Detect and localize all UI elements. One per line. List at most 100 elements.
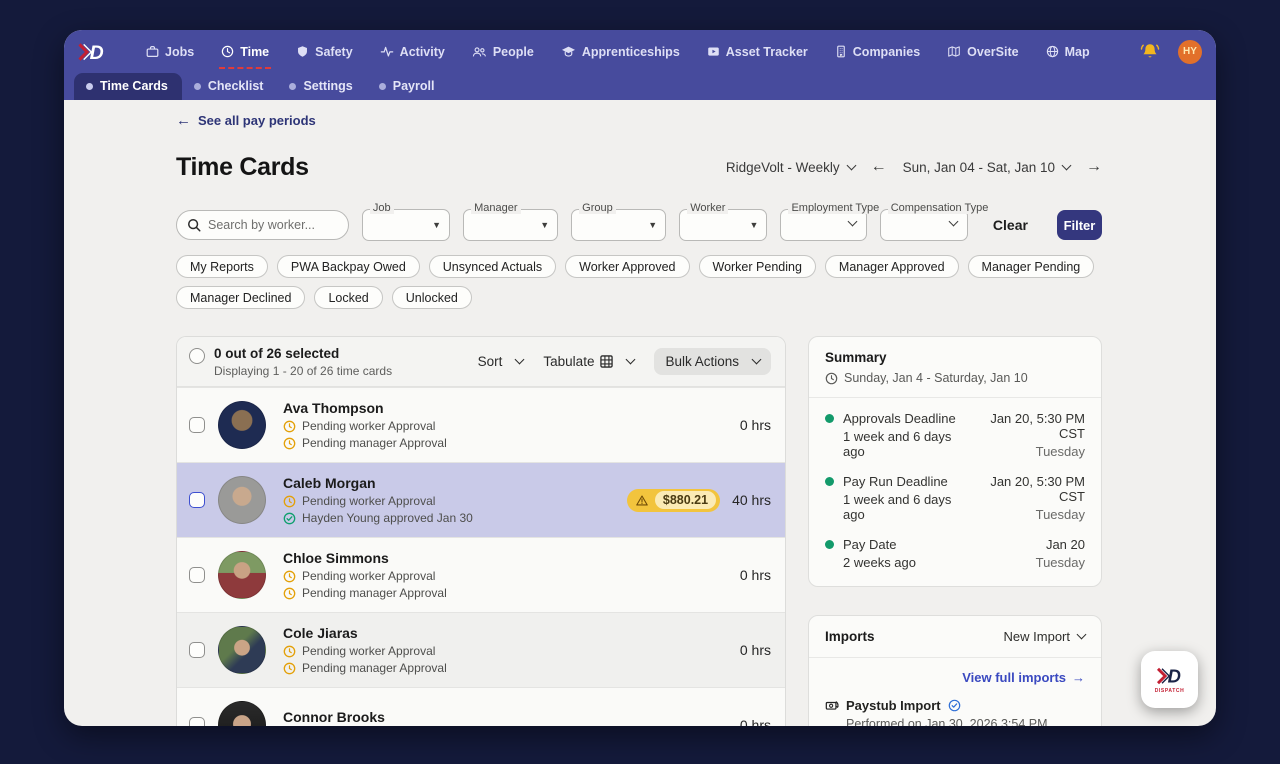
nav-item-apprenticeships[interactable]: Apprenticeships xyxy=(561,41,680,63)
chip-manager-declined[interactable]: Manager Declined xyxy=(176,286,306,309)
search-input[interactable] xyxy=(208,218,333,232)
sort-button[interactable]: Sort xyxy=(478,354,525,369)
dispatch-logo-icon: D xyxy=(1156,665,1180,686)
clock-icon xyxy=(221,45,234,58)
chip-manager-pending[interactable]: Manager Pending xyxy=(967,255,1095,278)
pay-amount-badge[interactable]: $880.21 xyxy=(626,488,721,512)
nav-label: Safety xyxy=(315,44,353,59)
next-period-button[interactable]: → xyxy=(1086,158,1102,175)
hours-value: 0 hrs xyxy=(739,717,771,726)
date-range-selector[interactable]: Sun, Jan 04 - Sat, Jan 10 xyxy=(903,160,1072,175)
dropdown-label: Employment Type xyxy=(788,202,883,214)
nav-item-time[interactable]: Time xyxy=(219,41,272,69)
chip-locked[interactable]: Locked xyxy=(314,286,383,309)
nav-label: People xyxy=(492,44,534,59)
row-checkbox[interactable] xyxy=(189,717,205,726)
user-avatar[interactable]: HY xyxy=(1178,39,1202,64)
nav-item-activity[interactable]: Activity xyxy=(380,41,445,63)
previous-period-button[interactable]: ← xyxy=(870,158,887,175)
dispatch-floating-button[interactable]: D DISPATCH xyxy=(1141,651,1198,708)
manager-status: Hayden Young approved Jan 30 xyxy=(283,511,473,525)
subtab-settings[interactable]: Settings xyxy=(277,73,366,100)
compensation-type-filter-dropdown[interactable]: Compensation Type xyxy=(879,202,992,241)
org-schedule-selector[interactable]: RidgeVolt - Weekly xyxy=(726,160,857,175)
warning-triangle-icon xyxy=(636,494,648,506)
page-title: Time Cards xyxy=(176,152,309,181)
chevron-down-icon xyxy=(514,354,525,365)
nav-label: Apprenticeships xyxy=(581,44,680,59)
svg-text:D: D xyxy=(90,41,104,62)
chip-worker-approved[interactable]: Worker Approved xyxy=(565,255,690,278)
chip-manager-approved[interactable]: Manager Approved xyxy=(824,255,959,278)
new-import-button[interactable]: New Import xyxy=(1004,629,1087,644)
chip-worker-pending[interactable]: Worker Pending xyxy=(698,255,816,278)
time-card-row[interactable]: Connor Brooks Pending worker Approval 0 … xyxy=(177,687,785,726)
nav-item-jobs[interactable]: Jobs xyxy=(146,41,194,63)
period-controls: RidgeVolt - Weekly ← Sun, Jan 04 - Sat, … xyxy=(726,159,1102,175)
pending-clock-icon xyxy=(283,662,296,674)
nav-item-oversite[interactable]: OverSite xyxy=(947,41,1019,63)
hours-value: 0 hrs xyxy=(739,567,771,583)
paystub-money-icon xyxy=(825,700,839,710)
employment-type-filter-dropdown[interactable]: Employment Type xyxy=(780,202,883,241)
apply-filter-button[interactable]: Filter xyxy=(1056,210,1102,240)
nav-item-map[interactable]: Map xyxy=(1046,41,1090,63)
table-grid-icon xyxy=(600,355,614,368)
pending-clock-icon xyxy=(283,495,296,507)
imports-title: Imports xyxy=(825,629,875,644)
sub-navigation: Time Cards Checklist Settings Payroll xyxy=(64,73,1216,100)
notification-bell-icon[interactable] xyxy=(1140,42,1160,62)
row-checkbox[interactable] xyxy=(189,492,205,508)
dropdown-label: Manager xyxy=(471,202,521,214)
clear-filters-button[interactable]: Clear xyxy=(992,217,1028,233)
dropdown-label: Compensation Type xyxy=(887,202,992,214)
subtab-time-cards[interactable]: Time Cards xyxy=(74,73,182,100)
people-icon xyxy=(472,47,486,57)
manager-filter-dropdown[interactable]: Manager ▼ xyxy=(463,202,559,241)
chip-pwa-backpay-owed[interactable]: PWA Backpay Owed xyxy=(276,255,420,278)
chevron-down-icon xyxy=(626,354,636,365)
nav-item-people[interactable]: People xyxy=(472,41,534,63)
view-full-imports-link[interactable]: View full imports → xyxy=(962,670,1085,685)
dispatch-wordmark: DISPATCH xyxy=(1154,688,1185,694)
nav-item-asset-tracker[interactable]: Asset Tracker xyxy=(707,41,808,63)
page-content: ← See all pay periods Time Cards RidgeVo… xyxy=(64,100,1216,726)
pending-clock-icon xyxy=(283,587,296,599)
worker-filter-dropdown[interactable]: Worker ▼ xyxy=(679,202,768,241)
back-arrow-icon: ← xyxy=(176,112,191,129)
subtab-checklist[interactable]: Checklist xyxy=(182,73,278,100)
nav-item-safety[interactable]: Safety xyxy=(296,41,353,63)
time-card-row[interactable]: Chloe Simmons Pending worker Approval Pe… xyxy=(177,537,785,612)
job-filter-dropdown[interactable]: Job ▼ xyxy=(361,202,451,241)
time-card-row[interactable]: Cole Jiaras Pending worker Approval Pend… xyxy=(177,612,785,687)
summary-item: Pay Run Deadline 1 week and 6 days ago J… xyxy=(825,474,1085,522)
chip-my-reports[interactable]: My Reports xyxy=(176,255,268,278)
subtab-payroll[interactable]: Payroll xyxy=(367,73,449,100)
top-navigation: D Jobs Time Safety Activity xyxy=(64,30,1216,73)
nav-item-companies[interactable]: Companies xyxy=(835,41,920,63)
chip-unsynced-actuals[interactable]: Unsynced Actuals xyxy=(428,255,557,278)
time-card-row[interactable]: Ava Thompson Pending worker Approval Pen… xyxy=(177,387,785,462)
row-checkbox[interactable] xyxy=(189,567,205,583)
subtab-label: Checklist xyxy=(207,79,264,93)
bulk-actions-button[interactable]: Bulk Actions xyxy=(654,348,771,375)
dropdown-arrow-icon: ▼ xyxy=(432,220,442,230)
globe-icon xyxy=(1046,45,1058,58)
back-to-pay-periods-link[interactable]: ← See all pay periods xyxy=(176,112,316,129)
tabulate-button[interactable]: Tabulate xyxy=(543,354,636,369)
app-logo[interactable]: D xyxy=(76,41,110,63)
group-filter-dropdown[interactable]: Group ▼ xyxy=(571,202,667,241)
worker-status: Pending worker Approval xyxy=(283,494,473,508)
back-link-label: See all pay periods xyxy=(198,113,316,128)
worker-avatar xyxy=(218,401,266,449)
row-checkbox[interactable] xyxy=(189,642,205,658)
chip-unlocked[interactable]: Unlocked xyxy=(391,286,472,309)
subtab-label: Settings xyxy=(303,79,353,93)
dropdown-arrow-icon: ▼ xyxy=(648,220,658,230)
manager-status: Pending manager Approval xyxy=(283,436,447,450)
select-all-checkbox[interactable] xyxy=(189,347,205,364)
summary-card: Summary Sunday, Jan 4 - Saturday, Jan 10 xyxy=(808,336,1102,587)
row-checkbox[interactable] xyxy=(189,417,205,433)
time-card-row[interactable]: Caleb Morgan Pending worker Approval Hay… xyxy=(177,462,785,537)
